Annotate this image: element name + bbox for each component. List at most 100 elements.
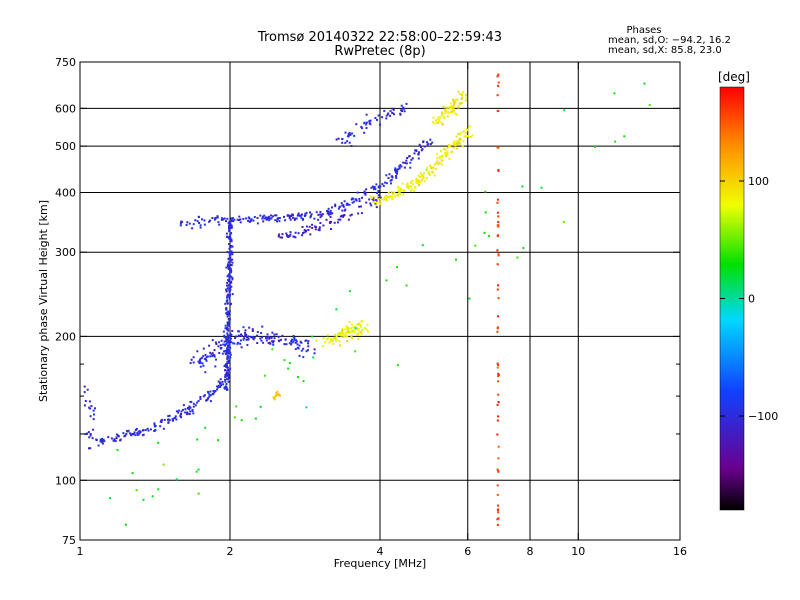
data-point xyxy=(497,254,500,257)
data-point xyxy=(274,214,277,217)
data-point xyxy=(204,426,207,429)
data-point xyxy=(246,344,249,346)
data-point xyxy=(256,222,259,225)
data-point xyxy=(227,361,230,364)
data-point xyxy=(434,119,437,122)
data-point xyxy=(202,347,205,350)
data-point xyxy=(252,338,255,341)
data-point xyxy=(288,217,291,219)
data-point xyxy=(204,371,207,374)
data-point xyxy=(368,122,371,125)
data-point xyxy=(441,154,444,157)
data-point xyxy=(283,343,286,346)
data-point xyxy=(342,204,345,207)
data-point xyxy=(329,209,332,212)
data-point xyxy=(354,350,357,353)
data-point xyxy=(394,169,396,172)
data-point xyxy=(335,339,338,342)
data-point xyxy=(400,104,403,107)
data-point xyxy=(162,427,165,430)
data-point xyxy=(440,163,443,166)
data-point xyxy=(397,187,400,189)
data-point xyxy=(89,447,92,450)
data-point xyxy=(417,174,420,177)
data-point xyxy=(230,269,233,272)
data-point xyxy=(341,328,344,331)
data-point xyxy=(284,338,287,341)
data-point xyxy=(497,284,500,287)
data-point xyxy=(226,334,229,337)
data-point xyxy=(273,337,276,340)
data-point xyxy=(377,190,380,192)
data-point xyxy=(391,175,394,178)
data-point xyxy=(461,101,464,104)
data-point xyxy=(215,358,217,361)
data-point xyxy=(375,183,378,186)
data-point xyxy=(497,364,499,366)
data-point xyxy=(230,217,233,220)
data-point xyxy=(459,142,461,145)
data-point xyxy=(101,438,104,440)
data-point xyxy=(311,335,314,338)
data-point xyxy=(274,219,277,222)
data-point xyxy=(230,285,233,288)
data-point xyxy=(286,214,289,217)
data-point xyxy=(249,219,252,222)
data-point xyxy=(419,176,422,178)
data-point xyxy=(265,339,268,342)
data-point xyxy=(321,344,324,347)
data-point xyxy=(229,268,232,271)
data-point xyxy=(434,168,437,171)
data-point xyxy=(331,206,333,209)
data-point xyxy=(369,195,372,198)
data-point xyxy=(180,410,183,413)
data-point xyxy=(497,73,500,76)
data-point xyxy=(174,417,177,420)
data-point xyxy=(459,102,462,105)
data-point xyxy=(345,331,348,334)
data-point xyxy=(225,220,227,223)
data-point xyxy=(389,110,392,113)
data-point xyxy=(312,356,315,359)
data-point xyxy=(163,418,166,421)
data-point xyxy=(285,232,288,235)
data-point xyxy=(496,94,499,97)
data-point xyxy=(214,217,217,220)
data-point xyxy=(225,387,228,390)
data-point xyxy=(221,217,224,220)
data-point xyxy=(346,340,349,343)
data-point xyxy=(370,186,373,189)
data-point xyxy=(272,341,275,344)
data-point xyxy=(223,336,226,339)
data-point xyxy=(412,183,414,186)
data-point xyxy=(302,347,305,350)
data-point xyxy=(497,415,500,418)
data-point xyxy=(95,438,98,441)
x-tick-label: 4 xyxy=(377,545,384,558)
data-point xyxy=(225,351,228,354)
data-point xyxy=(214,341,217,344)
data-point xyxy=(199,226,202,229)
data-point xyxy=(346,140,349,143)
data-point xyxy=(319,222,322,224)
data-point xyxy=(411,179,414,182)
data-point xyxy=(278,220,281,223)
data-point xyxy=(432,116,435,119)
data-point xyxy=(119,438,122,441)
data-point xyxy=(405,284,408,287)
data-point xyxy=(299,214,302,217)
data-point xyxy=(179,222,182,225)
data-point xyxy=(207,390,209,393)
data-point xyxy=(227,356,230,359)
data-point xyxy=(230,333,233,336)
data-point xyxy=(402,193,405,195)
data-point xyxy=(348,131,351,134)
data-point xyxy=(331,339,334,342)
data-point xyxy=(452,105,455,108)
data-point xyxy=(426,166,429,169)
data-point xyxy=(227,268,230,270)
data-point xyxy=(256,331,259,333)
data-point xyxy=(208,220,211,223)
data-point xyxy=(369,119,372,122)
data-point xyxy=(406,185,409,188)
